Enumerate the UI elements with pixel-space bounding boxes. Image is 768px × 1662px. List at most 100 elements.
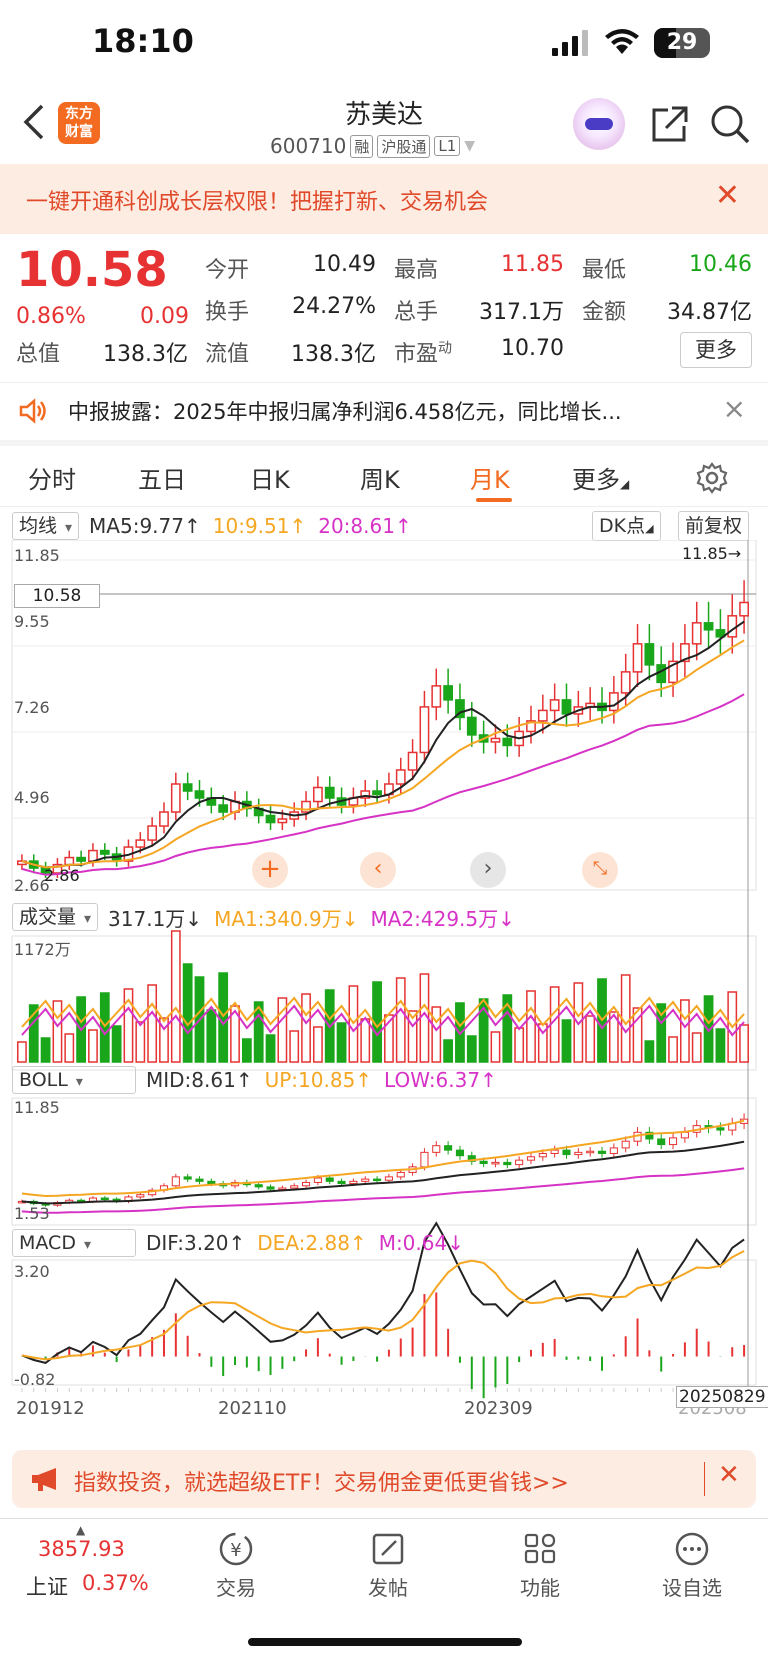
index-name[interactable]: 上证	[26, 1575, 68, 1599]
notice-bar[interactable]: 中报披露：2025年中报归属净利润6.458亿元，同比增长... ×	[0, 382, 768, 440]
candle-body	[608, 692, 619, 712]
boll-min-label: 1.53	[14, 1204, 50, 1223]
macd-dif: DIF:3.20↑	[146, 1231, 246, 1255]
volume-bar	[395, 977, 406, 1063]
boll-candle-body	[444, 1145, 453, 1151]
macd-dea-line	[21, 1250, 745, 1361]
macd-min-label: -0.82	[14, 1370, 56, 1389]
fullscreen-button[interactable]: ⤡	[582, 852, 618, 888]
candle-body	[502, 737, 513, 747]
divider	[0, 506, 768, 507]
volume-bar	[644, 1040, 655, 1063]
stock-code: 600710	[270, 134, 347, 158]
kline-chart[interactable]	[0, 540, 768, 1420]
back-button[interactable]	[22, 102, 46, 152]
ma20-line	[21, 693, 745, 876]
volume-bar	[218, 972, 229, 1063]
volume-bar	[312, 1026, 323, 1063]
tab-add-watchlist[interactable]: 设自选	[642, 1531, 742, 1601]
boll-candle-body	[538, 1152, 547, 1158]
value-amount: 34.87亿	[667, 300, 752, 325]
tab-weekly-k[interactable]: 周K	[360, 466, 400, 494]
volume-max-label: 1172万	[14, 940, 71, 959]
candle-body	[679, 643, 690, 663]
tab-five-day[interactable]: 五日	[138, 466, 186, 494]
boll-candle-body	[325, 1177, 334, 1182]
zoom-in-button[interactable]: +	[252, 852, 288, 888]
value-float-cap: 138.3亿	[291, 342, 376, 367]
boll-dropdown[interactable]: BOLL	[12, 1066, 136, 1094]
index-value[interactable]: ▲ 3857.93	[38, 1523, 125, 1561]
index-percent[interactable]: 0.37%	[82, 1571, 149, 1595]
candle-body	[301, 800, 311, 813]
promo-banner-text: 一键开通科创成长层权限！把握打新、交易机会	[26, 190, 489, 215]
ma5-line	[21, 620, 745, 869]
assistant-avatar[interactable]	[573, 98, 625, 150]
tab-daily-k[interactable]: 日K	[250, 466, 290, 494]
candle-body	[490, 737, 501, 743]
chart-panel	[11, 540, 757, 891]
app-logo[interactable]: 东方 财富	[58, 102, 100, 144]
boll-candle-body	[491, 1161, 500, 1165]
boll-low-line	[21, 1167, 745, 1214]
share-icon[interactable]	[648, 102, 692, 146]
boll-candle-body	[361, 1178, 370, 1182]
scroll-left-button[interactable]: ‹	[360, 852, 396, 888]
more-button[interactable]: 更多	[680, 332, 752, 368]
boll-candle-body	[373, 1178, 382, 1182]
volume-bar	[703, 995, 714, 1063]
tab-intraday[interactable]: 分时	[28, 466, 76, 494]
value-market-cap: 138.3亿	[103, 342, 188, 367]
y-label-2: 9.55	[14, 612, 50, 631]
boll-candle-body	[301, 1181, 311, 1187]
close-icon[interactable]: ✕	[718, 1460, 740, 1490]
volume-ma2-line	[21, 1004, 745, 1037]
adjust-button[interactable]: 前复权	[678, 511, 750, 541]
tab-functions[interactable]: 功能	[490, 1531, 590, 1601]
candle-body	[360, 790, 371, 799]
macd-max-label: 3.20	[14, 1262, 50, 1281]
bottom-ad-banner[interactable]: 指数投资，就选超级ETF！交易佣金更低更省钱>> ✕	[12, 1450, 756, 1508]
ma20-value: 20:8.61↑	[318, 514, 412, 538]
boll-candle-body	[266, 1186, 275, 1190]
tab-add-watchlist-label: 设自选	[662, 1576, 722, 1600]
search-icon[interactable]	[708, 102, 752, 146]
settings-gear-icon[interactable]	[696, 462, 728, 494]
boll-candle-body	[574, 1151, 583, 1156]
tab-more[interactable]: 更多◢	[572, 466, 630, 494]
volume-bar	[135, 1021, 146, 1063]
x-label-2: 202110	[218, 1398, 287, 1419]
close-icon[interactable]: ✕	[714, 178, 740, 213]
boll-candle-body	[396, 1171, 405, 1178]
candle-body	[159, 811, 169, 827]
period-tabs: 分时 五日 日K 周K 月K 更多◢	[0, 446, 768, 506]
promo-banner[interactable]: 一键开通科创成长层权限！把握打新、交易机会 ✕	[0, 164, 768, 234]
ma-dropdown[interactable]: 均线	[12, 512, 80, 540]
dk-point-button[interactable]: DK点◢	[592, 511, 661, 541]
stock-code-line[interactable]: 600710 融 沪股通 L1 ▼	[270, 134, 475, 158]
boll-candle-body	[586, 1150, 595, 1154]
low-marker: 2.86	[44, 866, 80, 885]
volume-dropdown[interactable]: 成交量	[12, 903, 99, 931]
status-bar: 18:10 29	[0, 0, 768, 88]
volume-bar	[170, 930, 181, 1063]
candle-body	[52, 863, 63, 874]
scroll-right-button[interactable]: ›	[470, 852, 506, 888]
ma-indicator-row: 均线 MA5:9.77↑ 10:9.51↑ 20:8.61↑	[12, 511, 412, 541]
boll-candle-body	[515, 1159, 524, 1166]
volume-bar	[407, 1010, 418, 1063]
tab-monthly-k[interactable]: 月K	[470, 466, 510, 494]
macd-dropdown[interactable]: MACD	[12, 1229, 136, 1257]
candle-body	[395, 769, 406, 785]
volume-bar	[99, 992, 110, 1063]
close-icon[interactable]: ×	[722, 392, 746, 425]
tab-trade-label: 交易	[216, 1576, 256, 1600]
candle-body	[620, 671, 631, 694]
volume-bar	[241, 1038, 252, 1063]
candle-body	[407, 751, 418, 771]
candle-body	[99, 849, 110, 855]
tab-post[interactable]: 发帖	[338, 1531, 438, 1601]
edit-icon	[372, 1533, 404, 1565]
boll-up-line	[21, 1119, 745, 1198]
tab-trade[interactable]: ¥ 交易	[186, 1531, 286, 1601]
